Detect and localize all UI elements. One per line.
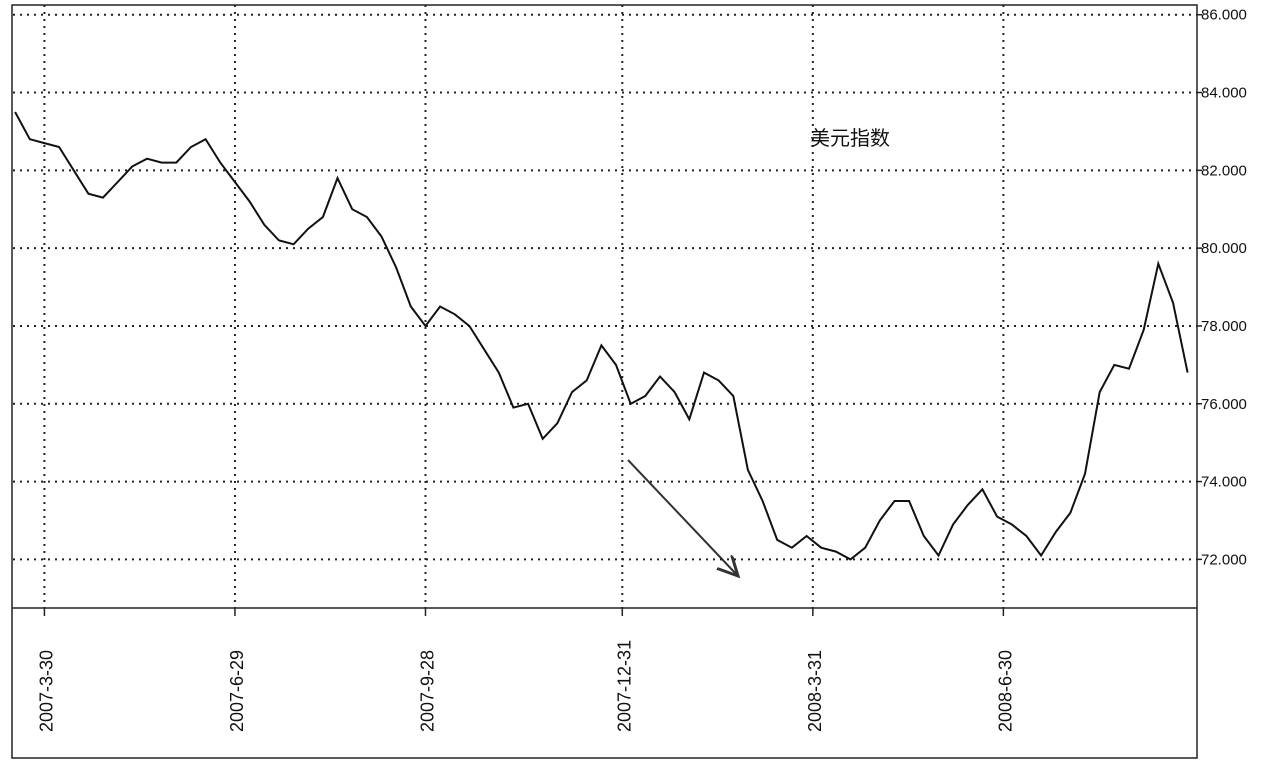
x-tick-label: 2008-3-31 [805, 650, 825, 732]
x-tick-label: 2007-12-31 [614, 640, 634, 732]
y-tick-label: 84.000 [1201, 85, 1247, 102]
y-tick-label: 72.000 [1201, 551, 1247, 568]
arrow [627, 459, 738, 576]
y-tick-label: 78.000 [1201, 318, 1247, 335]
y-tick-label: 82.000 [1201, 162, 1247, 179]
y-tick-label: 86.000 [1201, 7, 1247, 24]
x-tick-label: 2007-6-29 [227, 650, 247, 732]
price-line [14, 111, 1189, 561]
x-tick-label: 2008-6-30 [995, 650, 1015, 732]
y-tick-label: 76.000 [1201, 396, 1247, 413]
x-tick-label: 2007-9-28 [417, 650, 437, 732]
frame [11, 4, 1198, 759]
y-tick-label: 80.000 [1201, 240, 1247, 257]
x-tick-label: 2007-3-30 [36, 650, 56, 732]
chart-title: 美元指数 [810, 127, 890, 150]
y-tick-label: 74.000 [1201, 474, 1247, 491]
